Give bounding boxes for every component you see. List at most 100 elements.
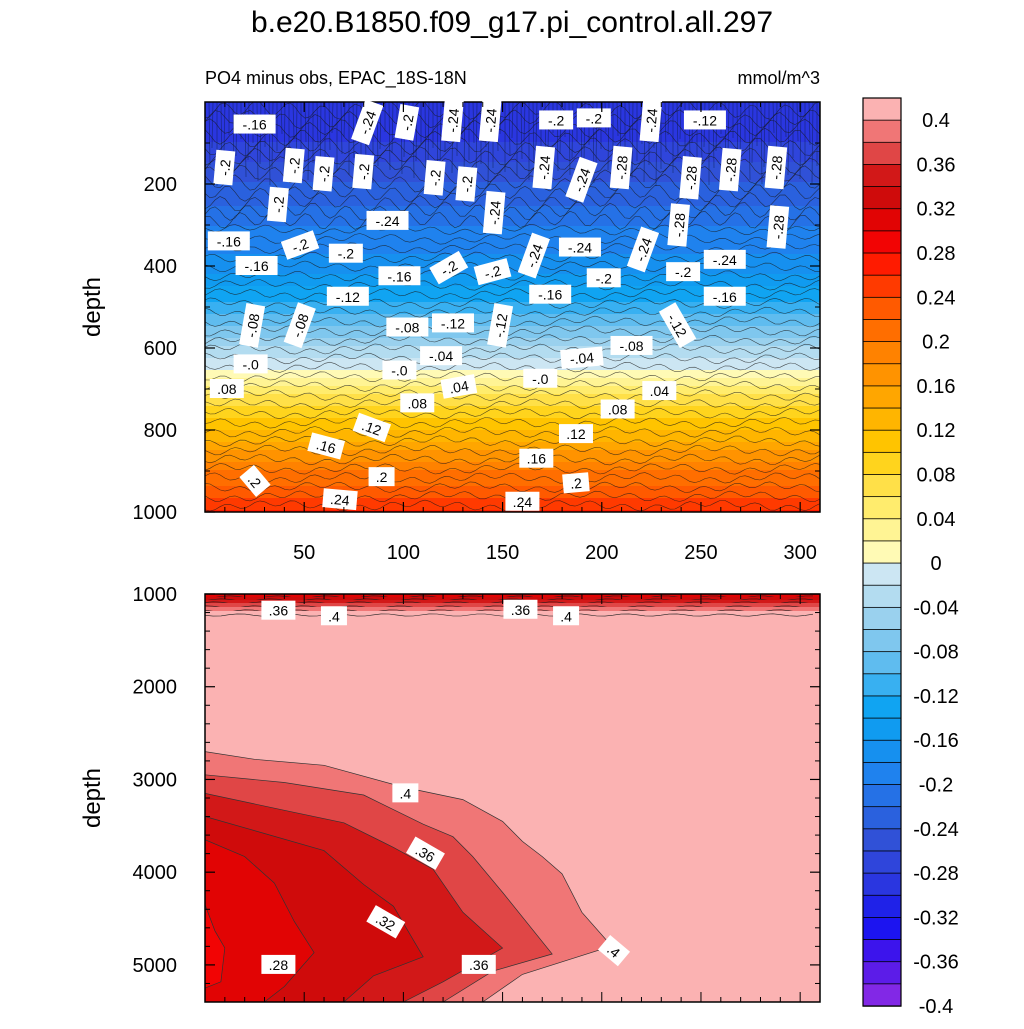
upper-contour-line <box>205 343 820 355</box>
colorbar-box <box>862 496 902 520</box>
upper-contour-label-bg <box>307 432 346 460</box>
upper-field-band <box>205 214 820 219</box>
lower-contour-label-bg <box>597 934 631 967</box>
upper-contour-label-text: -.24 <box>535 155 553 181</box>
upper-contour-line <box>205 370 820 383</box>
upper-field-band <box>205 182 820 187</box>
upper-contour-label-text: -.16 <box>538 287 562 303</box>
colorbar-label: 0.28 <box>917 243 956 265</box>
upper-contour-label: -.08 <box>386 317 429 337</box>
colorbar-label: -0.2 <box>919 775 953 797</box>
upper-contour-label-text: -.16 <box>243 117 267 133</box>
upper-surface-streak <box>463 102 466 178</box>
upper-contour-label-bg <box>429 250 469 285</box>
upper-field-band <box>205 346 820 351</box>
upper-contour-label: -.28 <box>766 205 790 249</box>
upper-field-band <box>205 146 820 151</box>
upper-contour-label-text: -.2 <box>338 246 355 262</box>
lower-contour-label-bg <box>261 600 296 620</box>
lower-contour-label: .32 <box>366 905 406 939</box>
upper-field-band <box>205 382 820 387</box>
lower-contour-label: .36 <box>503 599 538 619</box>
upper-field-band <box>205 166 820 171</box>
upper-field-band <box>205 370 820 375</box>
upper-contour-label-text: -.28 <box>722 157 740 183</box>
upper-contour-label-bg <box>626 226 660 273</box>
colorbar-box <box>862 562 902 586</box>
colorbar-box <box>862 673 902 697</box>
upper-field-band <box>205 310 820 315</box>
upper-contour-label-bg <box>455 166 478 202</box>
upper-field-band <box>205 242 820 247</box>
upper-contour-label-bg <box>368 467 395 487</box>
upper-y-tick-label: 200 <box>144 174 177 196</box>
upper-surface-streak <box>244 102 247 178</box>
upper-contour-label-text: -.2 <box>216 159 233 177</box>
upper-contour-label-text: -.24 <box>356 108 379 136</box>
lower-contour-label: .36 <box>405 836 445 870</box>
upper-contour-label-text: .08 <box>217 381 237 397</box>
upper-contour-label: -.12 <box>326 286 369 306</box>
upper-contour-label-text: -.24 <box>570 166 593 194</box>
upper-field-band <box>205 454 820 459</box>
upper-contour-line <box>205 297 820 309</box>
lower-contour-label-text: .36 <box>269 603 289 619</box>
upper-contour-label-text: .16 <box>527 451 547 467</box>
upper-surface-streak <box>208 102 211 166</box>
upper-field-band <box>205 234 820 239</box>
upper-surface-streak <box>211 102 214 149</box>
upper-field-band <box>205 210 820 215</box>
upper-contour-label-bg <box>558 424 593 444</box>
upper-x-tick-label: 250 <box>684 542 717 564</box>
upper-surface-streak <box>532 102 535 164</box>
upper-field-band <box>205 386 820 391</box>
lower-y-tick-label: 4000 <box>133 862 178 884</box>
upper-contour-label-text: -.2 <box>458 175 475 193</box>
upper-contour-label-text: -.2 <box>426 169 443 187</box>
upper-field-band <box>205 314 820 319</box>
colorbar-box <box>862 208 902 232</box>
colorbar-label: 0.08 <box>917 464 956 486</box>
upper-surface-streak <box>760 102 763 185</box>
upper-contour-label-bg <box>352 153 375 190</box>
upper-contour-label-text: -.08 <box>619 338 643 354</box>
upper-field-band <box>205 398 820 403</box>
upper-contour-label-bg <box>382 360 417 380</box>
upper-contour-label-text: .2 <box>376 469 388 485</box>
upper-field-band <box>205 482 820 487</box>
upper-contour-label-text: -.04 <box>429 348 453 364</box>
upper-surface-streak <box>679 102 682 140</box>
lower-contour-label-text: .4 <box>560 608 572 624</box>
upper-surface-streak <box>676 102 679 157</box>
colorbar-box <box>862 274 902 299</box>
upper-contour-label-text: .08 <box>408 395 428 411</box>
upper-surface-streak <box>772 102 775 134</box>
upper-field-band <box>205 178 820 183</box>
upper-contour-label-bg <box>213 149 236 186</box>
upper-contour-label-bg <box>558 237 601 257</box>
upper-contour-label-text: -.24 <box>642 108 660 134</box>
upper-field-band <box>205 102 820 107</box>
upper-surface-streak <box>331 102 334 134</box>
upper-contour-label-bg <box>351 99 384 146</box>
upper-contour-line <box>205 407 820 420</box>
upper-contour-label: .04 <box>440 374 478 399</box>
upper-contour-label: -.12 <box>487 303 514 348</box>
upper-contour-label-bg <box>282 147 305 184</box>
upper-contour-label: .12 <box>558 424 593 444</box>
upper-field-band <box>205 250 820 255</box>
upper-contour-line <box>205 192 820 212</box>
upper-field-band <box>205 374 820 379</box>
upper-field-band <box>205 342 820 347</box>
colorbar-box <box>862 97 902 121</box>
lower-top-band <box>205 594 820 598</box>
upper-contour-label-text: -.08 <box>243 312 263 339</box>
upper-field-band <box>205 510 820 512</box>
upper-field-band <box>205 330 820 335</box>
upper-field-band <box>205 442 820 447</box>
upper-field-band <box>205 462 820 467</box>
upper-surface-streak <box>667 102 670 136</box>
upper-surface-streak <box>763 102 766 168</box>
lower-contour-label-text: .4 <box>400 785 412 801</box>
upper-contour-line <box>205 210 820 231</box>
